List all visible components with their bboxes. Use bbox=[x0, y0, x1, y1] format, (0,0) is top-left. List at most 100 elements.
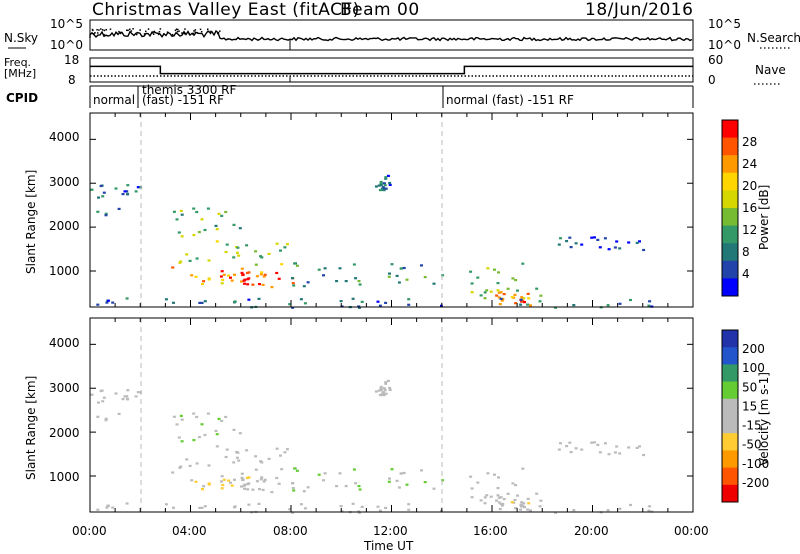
scatter-cell bbox=[339, 505, 343, 508]
scatter-cell bbox=[136, 391, 140, 394]
scatter-cell bbox=[240, 476, 244, 479]
scatter-cell bbox=[198, 506, 202, 509]
scatter-cell bbox=[387, 480, 391, 483]
scatter-cell bbox=[200, 218, 204, 221]
noise-right-label: N.Search bbox=[747, 31, 800, 45]
scatter-cell bbox=[648, 505, 652, 508]
scatter-cell bbox=[378, 189, 382, 192]
scatter-cell bbox=[502, 293, 506, 296]
scatter-cell bbox=[493, 268, 496, 271]
scatter-cell bbox=[483, 291, 487, 294]
cpid-segment-2: (fast) -151 RF bbox=[142, 93, 224, 107]
scatter-cell bbox=[195, 257, 199, 260]
scatter-cell bbox=[538, 300, 542, 303]
scatter-cell bbox=[247, 271, 251, 274]
scatter-cell bbox=[121, 193, 125, 196]
scatter-cell bbox=[238, 432, 242, 435]
scatter-cell bbox=[260, 461, 264, 464]
scatter-cell bbox=[618, 507, 622, 510]
xtick-0: 00:00 bbox=[72, 524, 107, 538]
scatter-cell bbox=[200, 301, 204, 304]
noise-point bbox=[103, 29, 106, 32]
scatter-cell bbox=[232, 461, 236, 464]
scatter-cell bbox=[510, 501, 514, 504]
colorbar-swatch bbox=[722, 347, 738, 365]
scatter-cell bbox=[202, 280, 206, 283]
scatter-cell bbox=[106, 504, 110, 507]
scatter-cell bbox=[185, 253, 189, 256]
scatter-cell bbox=[420, 469, 423, 472]
noise-point bbox=[206, 28, 209, 30]
scatter-cell bbox=[247, 503, 251, 506]
noise-point bbox=[175, 28, 178, 30]
scatter-cell bbox=[379, 387, 383, 390]
scatter-cell bbox=[292, 284, 296, 287]
scatter-cell bbox=[513, 293, 517, 296]
scatter-cell bbox=[280, 468, 284, 471]
freq-tick-bottom: 8 bbox=[68, 73, 76, 87]
noise-point bbox=[105, 28, 108, 31]
scatter-cell bbox=[102, 396, 106, 399]
scatter-cell bbox=[179, 414, 183, 417]
scatter-cell bbox=[275, 447, 279, 450]
scatter-cell bbox=[405, 278, 409, 281]
velocity-ytick-3000: 3000 bbox=[49, 381, 80, 395]
noise-point bbox=[219, 30, 221, 32]
noise-point bbox=[139, 29, 141, 31]
scatter-cell bbox=[126, 184, 130, 187]
velocity-ytick-2000: 2000 bbox=[49, 426, 80, 440]
scatter-cell bbox=[358, 488, 362, 491]
scatter-cell bbox=[242, 484, 246, 487]
scatter-cell bbox=[493, 473, 496, 476]
power-colorbar: 28 24 20 16 12 8 4 bbox=[721, 119, 757, 297]
scatter-cell bbox=[335, 280, 339, 283]
scatter-cell bbox=[258, 283, 261, 286]
scatter-cell bbox=[407, 303, 411, 306]
time-axis: 00:00 04:00 08:00 12:00 16:00 20:00 00:0… bbox=[72, 524, 709, 553]
scatter-cell bbox=[275, 476, 279, 480]
scatter-cell bbox=[574, 447, 578, 450]
colorbar-swatch bbox=[722, 243, 738, 262]
scatter-cell bbox=[179, 260, 183, 263]
scatter-cell bbox=[521, 262, 525, 265]
scatter-cell bbox=[164, 298, 168, 301]
scatter-cell bbox=[383, 184, 387, 187]
colorbar-swatch bbox=[722, 450, 738, 469]
scatter-cell bbox=[97, 196, 100, 199]
scatter-cell bbox=[215, 433, 219, 436]
scatter-cell bbox=[496, 282, 500, 285]
scatter-cell bbox=[90, 188, 94, 191]
scatter-cell bbox=[217, 212, 221, 215]
noise-point bbox=[194, 31, 196, 34]
scatter-cell bbox=[554, 306, 557, 309]
noise-point bbox=[192, 32, 194, 35]
colorbar-tick: 4 bbox=[742, 267, 750, 281]
noise-point bbox=[127, 29, 129, 32]
scatter-cell bbox=[180, 418, 184, 421]
scatter-cell bbox=[136, 186, 140, 189]
xtick-6: 00:00 bbox=[674, 524, 709, 538]
scatter-cell bbox=[232, 223, 236, 226]
nave-tick-top: 60 bbox=[708, 53, 723, 67]
scatter-cell bbox=[388, 477, 391, 480]
scatter-cell bbox=[207, 483, 211, 486]
scatter-cell bbox=[258, 488, 261, 491]
colorbar-swatch bbox=[722, 381, 738, 400]
noise-point bbox=[100, 28, 102, 30]
scatter-cell bbox=[260, 476, 264, 479]
scatter-cell bbox=[99, 184, 103, 188]
scatter-cell bbox=[260, 256, 264, 259]
scatter-cell bbox=[423, 481, 427, 484]
noise-point bbox=[144, 30, 147, 33]
scatter-cell bbox=[354, 277, 358, 280]
scatter-cell bbox=[388, 388, 392, 391]
scatter-cell bbox=[648, 300, 652, 303]
scatter-cell bbox=[220, 487, 224, 490]
scatter-cell bbox=[497, 476, 500, 479]
scatter-cell bbox=[384, 506, 388, 509]
scatter-cell bbox=[538, 505, 542, 508]
scatter-cell bbox=[382, 189, 386, 192]
scatter-cell bbox=[499, 291, 503, 294]
scatter-cell bbox=[111, 506, 115, 509]
cpid-label: CPID bbox=[6, 91, 38, 105]
